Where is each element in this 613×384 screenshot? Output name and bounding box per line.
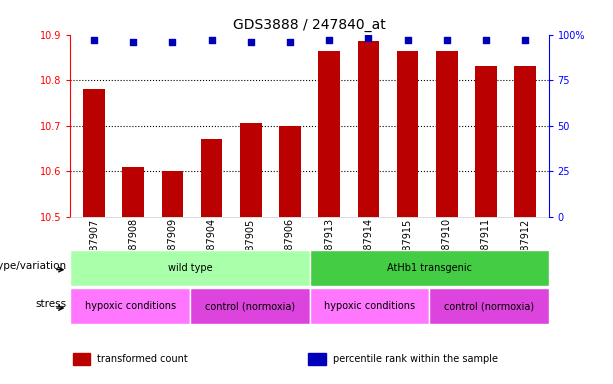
Point [442,37,452,43]
Bar [436,51,457,217]
Bar [308,353,326,365]
Point [481,37,491,43]
Bar [318,51,340,217]
Point [520,37,530,43]
Text: control (normoxia): control (normoxia) [444,301,534,311]
Text: AtHb1 transgenic: AtHb1 transgenic [387,263,471,273]
Bar [240,124,262,217]
Point [364,35,373,41]
Bar [162,171,183,217]
Text: transformed count: transformed count [97,354,188,364]
Text: hypoxic conditions: hypoxic conditions [85,301,176,311]
Text: genotype/variation: genotype/variation [0,261,66,271]
Bar [279,126,301,217]
Text: hypoxic conditions: hypoxic conditions [324,301,415,311]
Bar [201,139,223,217]
Bar [357,41,379,217]
Text: stress: stress [35,300,66,310]
Title: GDS3888 / 247840_at: GDS3888 / 247840_at [233,18,386,32]
Bar [514,66,536,217]
Text: control (normoxia): control (normoxia) [205,301,295,311]
Bar [475,66,497,217]
Text: wild type: wild type [168,263,212,273]
Bar [123,167,144,217]
Point [128,39,138,45]
Point [285,39,295,45]
Point [167,39,177,45]
Bar [83,89,105,217]
Bar [397,51,418,217]
Text: percentile rank within the sample: percentile rank within the sample [333,354,498,364]
Point [403,37,413,43]
Point [89,37,99,43]
Point [207,37,216,43]
Bar [73,353,90,365]
Point [246,39,256,45]
Point [324,37,334,43]
